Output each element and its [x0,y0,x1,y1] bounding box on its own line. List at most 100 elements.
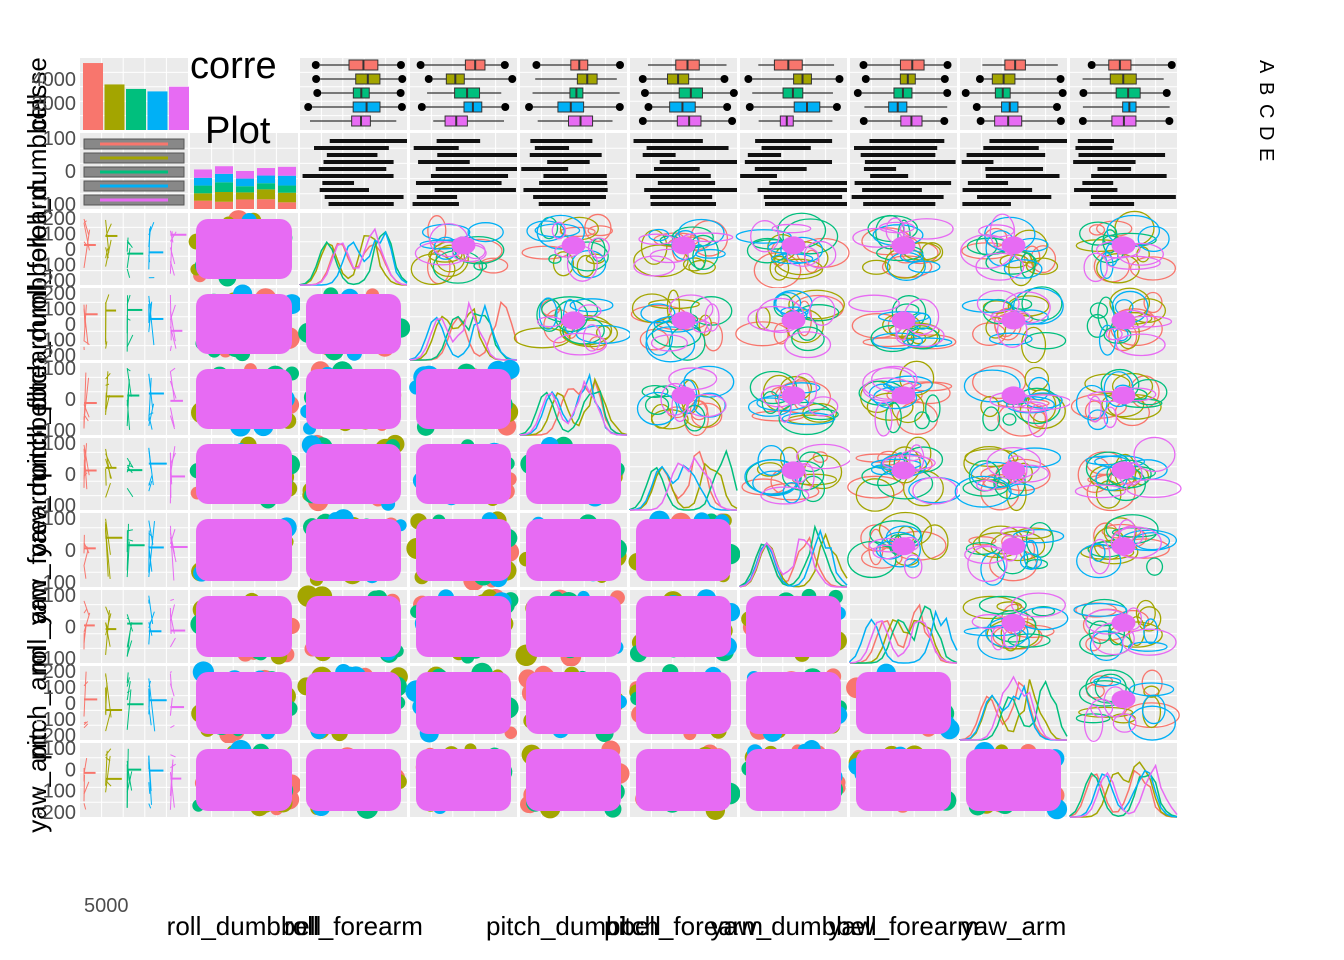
panel-yaw_forearm-roll_arm [847,511,957,587]
black-bar [967,181,1009,185]
outlier [961,89,970,97]
scatter-cluster-E [196,596,292,657]
contour-fill [781,311,806,330]
panel-pitch_forearm-roll_forearm [300,361,407,435]
histogram-bar [126,681,131,701]
contour-D [988,332,1033,346]
column-label-yaw_forearm: yaw_forearm [828,911,978,941]
contour-E [692,320,712,334]
histogram-bar [105,239,112,267]
density-curve-C [629,449,738,511]
bar-D [147,91,168,130]
panel-roll_forearm-roll_dumbbell [188,210,298,287]
contour-D [1089,630,1124,662]
stacked-segment [278,192,296,203]
histogram-bar [105,610,110,655]
panel-yaw_forearm-pitch_arm [960,513,1067,587]
histogram-bar [83,671,87,717]
contour-B [576,254,595,278]
contour-B [552,251,575,277]
panel-pitch_dumbbell-yaw_forearm [735,288,847,360]
contour-D [636,391,678,426]
black-bar [646,146,729,150]
plot-title-fragment-1: corre [190,45,277,87]
black-bar [435,167,517,171]
contour-E [899,218,954,240]
panel-pitch_dumbbell-roll_forearm [298,287,411,361]
outlier [313,89,322,97]
ytick-pitch_forearm: -100 [36,420,76,442]
contour-D [683,365,735,398]
contour-A [1030,245,1057,274]
black-bar [854,146,938,150]
contour-fill [781,386,806,405]
histogram-bar [105,522,108,545]
contour-D [735,229,792,244]
histogram-bar [170,367,176,373]
contour-E [912,476,958,505]
contour-D [1005,396,1055,414]
contour-E [989,213,1016,250]
scatter-cluster-E [526,519,621,581]
outlier [832,103,841,111]
histogram-bar [83,781,90,795]
histogram-bar [126,672,129,684]
density-curve-C [299,230,408,286]
histogram-bar [105,371,109,415]
row-label-pitch_forearm: pitch_forearm [22,320,52,479]
contour-D [536,214,585,250]
outlier [943,89,952,97]
panel-yaw_arm-roll_arm [848,743,957,817]
histogram-bar [105,748,112,756]
histogram-bar [83,241,87,245]
black-bar [961,160,994,164]
ytick-yaw_dumbbell: -100 [36,495,76,517]
contour-E [978,224,1015,238]
panel-pitch_forearm-pitch_arm [960,363,1072,438]
contour-D [645,319,674,356]
contour-C [548,254,562,264]
histogram-bar [148,803,152,809]
stacked-segment [236,178,254,187]
outlier [976,117,985,125]
scatter-cluster-E [526,596,621,657]
black-bar [985,167,1044,171]
column-label-roll_forearm: roll_forearm [284,911,423,941]
histogram-bar [126,241,131,246]
bar-E [169,86,189,130]
density-curve-E [519,379,628,436]
contour-D [757,445,786,476]
contour-B [855,478,895,512]
contour-E [1090,698,1114,718]
scatter-cluster-E [196,672,292,734]
contour-C [451,235,505,265]
histogram-bar [169,247,176,265]
contour-fill [561,236,586,255]
contour-D [1027,376,1051,401]
contour-E [1002,291,1051,324]
contour-E [1089,538,1111,575]
panel-yaw_forearm-classe [80,513,188,587]
ytick-roll_forearm: 100 [43,224,76,246]
histogram-bar [148,412,154,416]
stacked-segment [194,200,212,209]
black-bar [966,153,1046,157]
ytick-roll_forearm: -200 [36,270,76,292]
density-curve-B [1070,761,1178,818]
density-curve-E [849,619,958,664]
histogram-bar [148,415,153,430]
contour-E [704,303,720,332]
histogram-bar [105,682,108,714]
column-label-yaw_arm: yaw_arm [961,911,1066,941]
histogram-bar [83,304,87,342]
contour-fill [1111,461,1136,480]
contour-D [1076,543,1122,579]
panel-pitch_dumbbell-pitch_arm [960,286,1067,364]
panel-roll_forearm-roll_arm [850,213,957,285]
scatter-cluster-E [636,749,731,811]
ytick-roll_arm: 0 [65,617,76,639]
panel-pitch_forearm-roll_dumbbell [190,363,300,437]
black-bar [1089,202,1135,206]
black-bar [318,167,387,171]
density-curve-D [629,464,738,511]
